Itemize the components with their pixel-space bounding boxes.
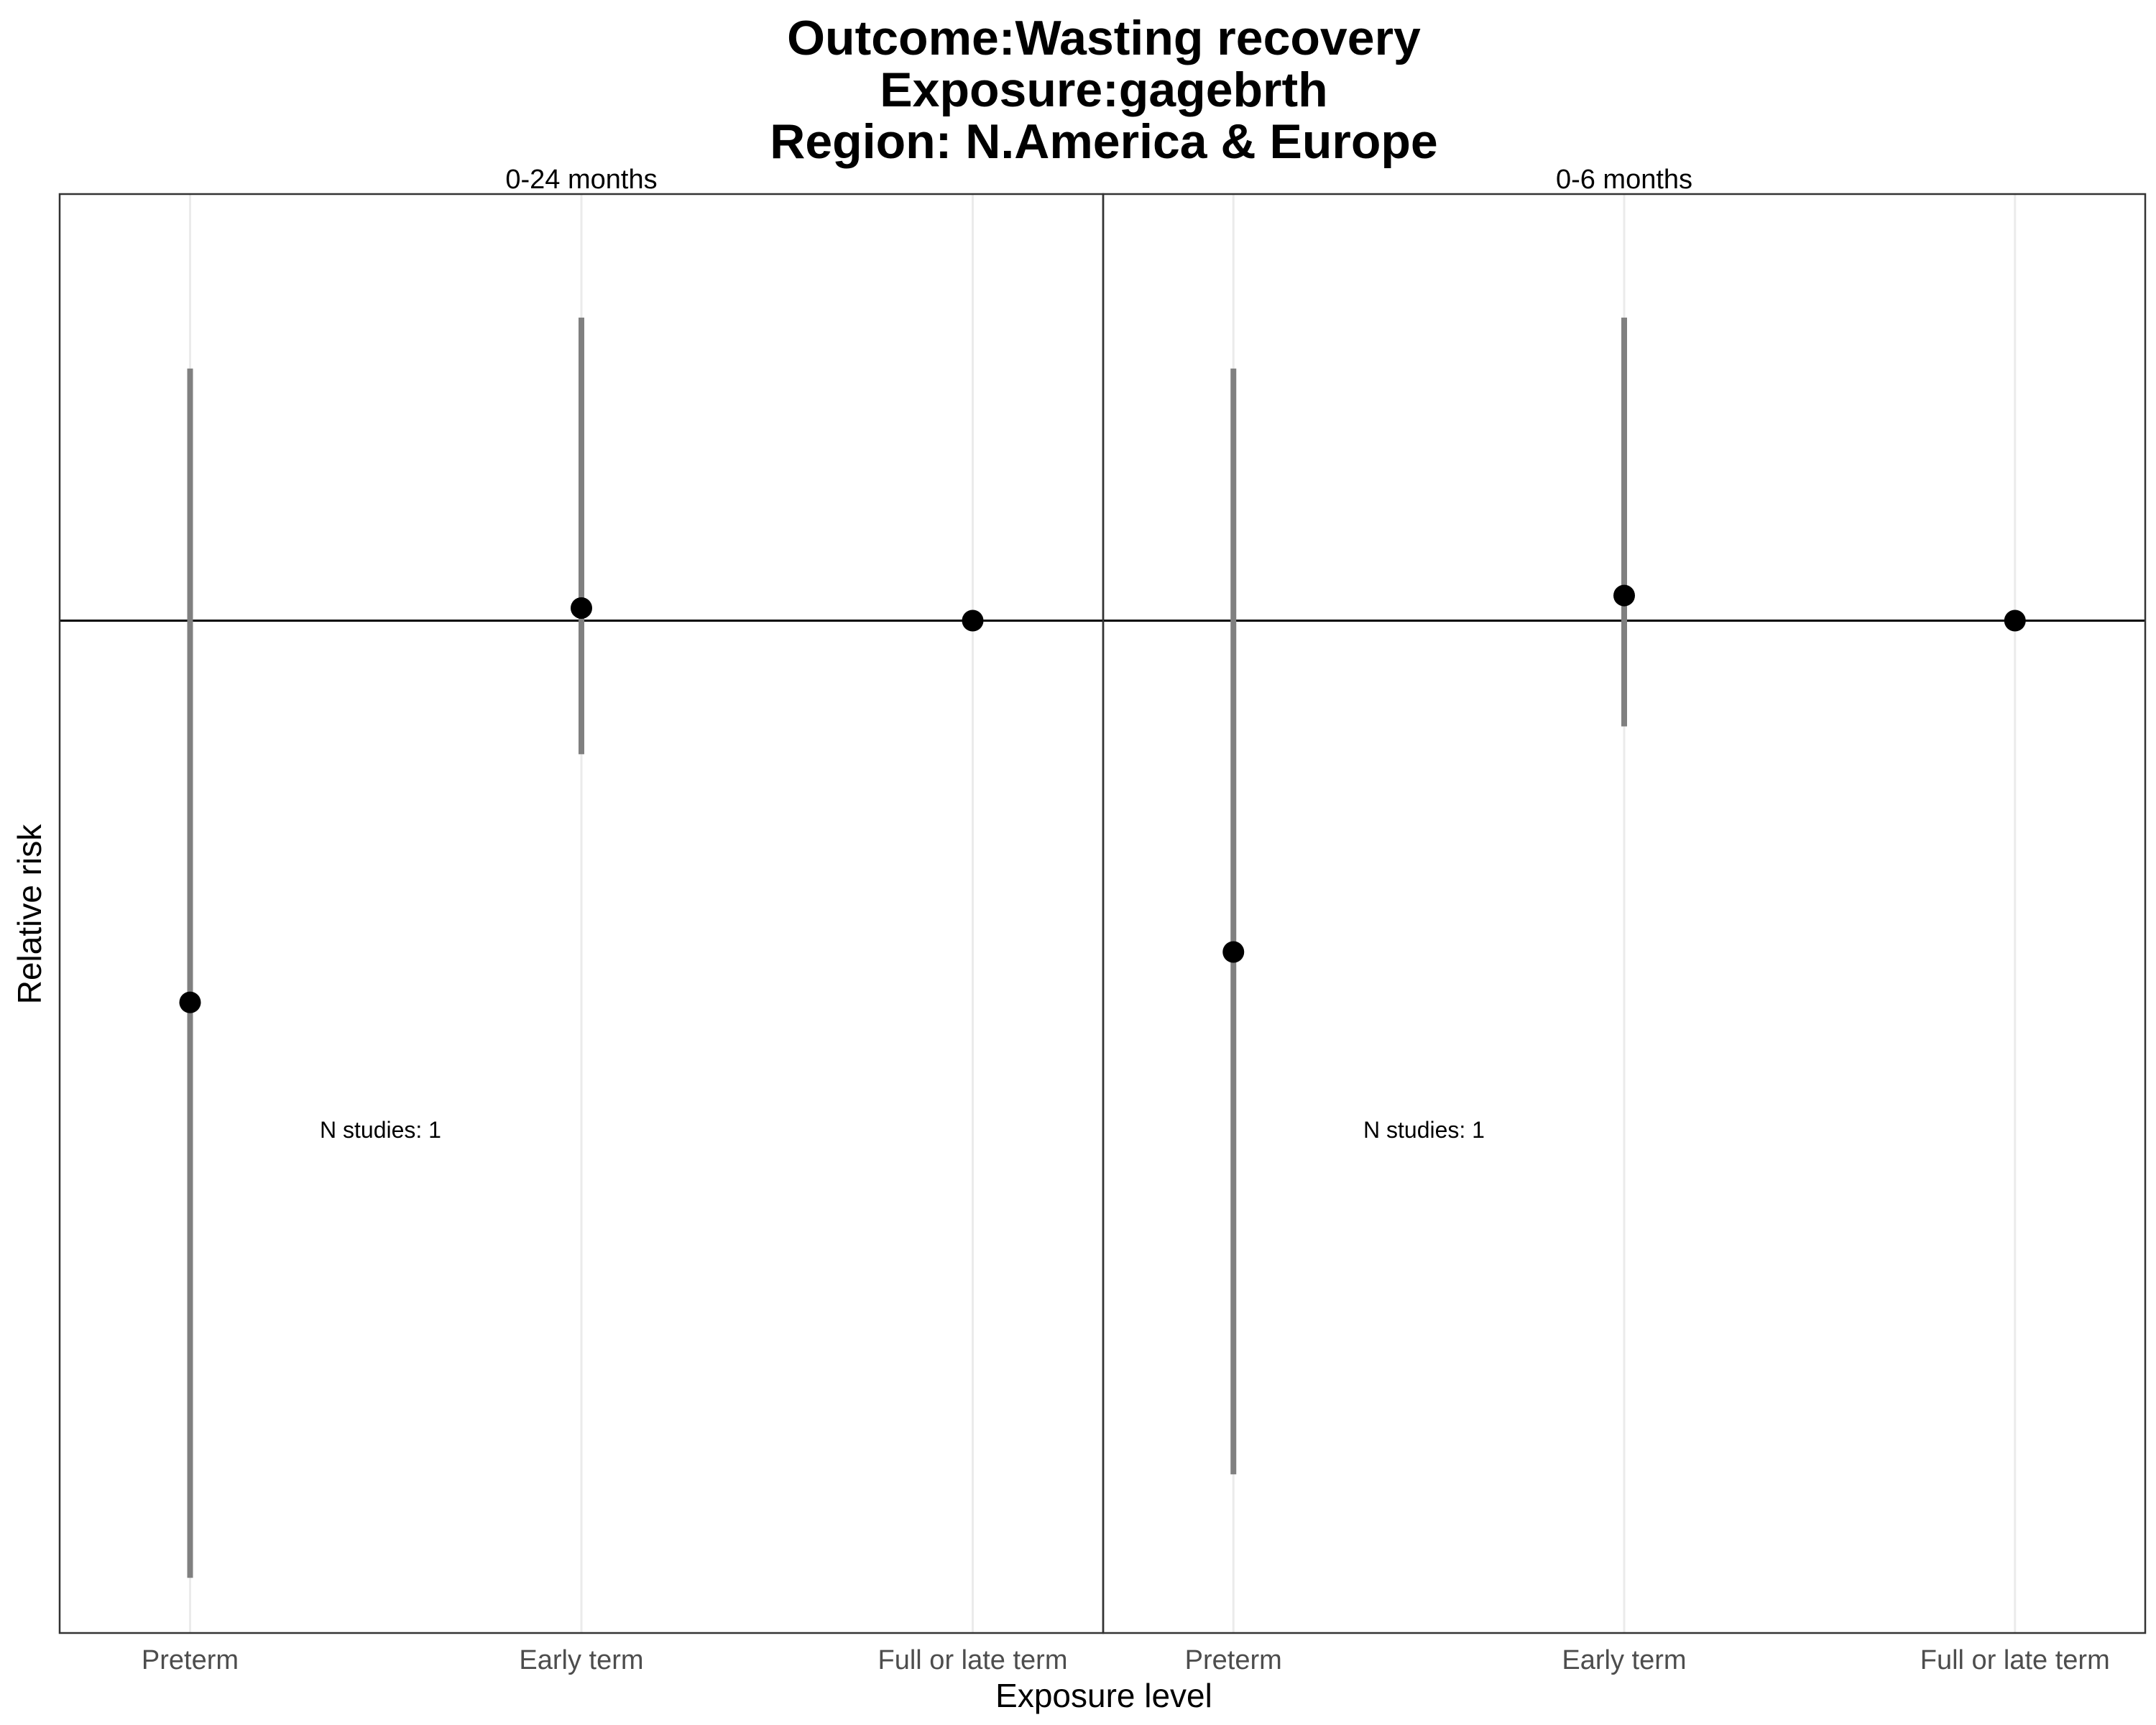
panels: 0-24 months N studies: 1 Preterm Early term… xyxy=(58,165,2147,1675)
x-tick-label: Preterm xyxy=(1185,1645,1282,1675)
x-tick-label: Full or late term xyxy=(1920,1645,2110,1675)
n-studies-annotation: N studies: 1 xyxy=(1363,1117,1485,1143)
estimate-point xyxy=(571,597,592,619)
x-tick-label: Early term xyxy=(519,1645,643,1675)
chart-title-line: Region: N.America & Europe xyxy=(770,114,1438,169)
estimate-point xyxy=(179,991,201,1013)
panel-border xyxy=(1102,193,2147,1634)
panel: 0-6 months N studies: 1 Preterm Early term F… xyxy=(1102,165,2147,1675)
chart-title-line: Outcome:Wasting recovery xyxy=(787,11,1421,65)
estimate-point xyxy=(2004,610,2026,632)
panel-strip-label: 0-24 months xyxy=(505,165,657,195)
x-axis-title: Exposure level xyxy=(995,1677,1212,1714)
x-tick-label: Early term xyxy=(1562,1645,1686,1675)
estimate-point xyxy=(962,610,984,632)
chart-title: Outcome:Wasting recoveryExposure:gagebrt… xyxy=(770,11,1438,169)
x-tick-label: Preterm xyxy=(142,1645,239,1675)
panel-strip-label: 0-6 months xyxy=(1556,165,1692,195)
chart-title-line: Exposure:gagebrth xyxy=(880,63,1327,117)
panel: 0-24 months N studies: 1 Preterm Early term… xyxy=(58,165,1105,1675)
y-axis-title: Relative risk xyxy=(11,824,48,1005)
estimate-point xyxy=(1222,941,1245,963)
estimate-point xyxy=(1613,584,1635,607)
x-tick-label: Full or late term xyxy=(878,1645,1068,1675)
n-studies-annotation: N studies: 1 xyxy=(320,1117,441,1143)
